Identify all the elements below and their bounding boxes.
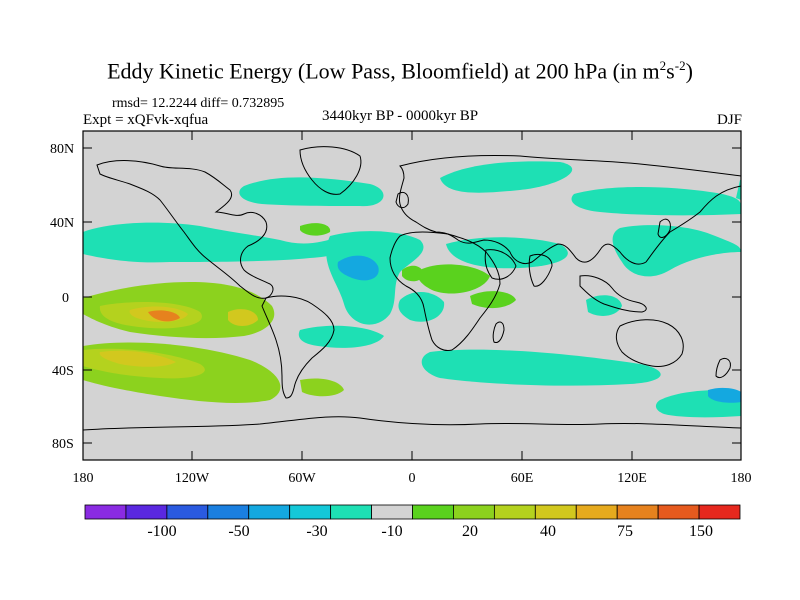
colorbar-box	[207, 504, 250, 520]
lon-axis: 180 120W 60W 0 60E 120E 180	[73, 131, 752, 486]
colorbar-box	[453, 504, 495, 520]
colorbar-label: 40	[540, 523, 556, 540]
lat-label: 80N	[50, 142, 74, 157]
anomaly-region	[326, 231, 424, 325]
period-label: 3440kyr BP - 0000kyr BP	[321, 108, 479, 124]
stats-label: rmsd= 12.2244 diff= 0.732895	[112, 96, 285, 111]
colorbar-box	[125, 504, 168, 520]
anomaly-region	[421, 349, 661, 386]
lat-label: 40N	[50, 216, 74, 231]
anomaly-fields	[83, 161, 741, 418]
anomaly-region	[571, 187, 741, 216]
colorbar-box	[412, 504, 454, 520]
colorbar-label: -30	[306, 523, 327, 540]
anomaly-region	[148, 310, 180, 322]
colorbar-label: 20	[462, 523, 478, 540]
anomaly-region	[398, 291, 445, 322]
anomaly-region	[228, 309, 258, 326]
lon-label: 180	[73, 471, 94, 486]
anomaly-region	[612, 225, 741, 277]
colorbar-box	[575, 504, 618, 520]
anomaly-region	[239, 177, 384, 207]
anomaly-region	[402, 265, 424, 282]
map-title: Eddy Kinetic Energy (Low Pass, Bloomfiel…	[107, 58, 693, 84]
lat-axis: 80N 40N 0 40S 80S	[50, 142, 741, 452]
anomaly-region	[736, 180, 741, 200]
colorbar-label: -10	[381, 523, 402, 540]
lon-label: 180	[731, 471, 752, 486]
colorbar-box	[371, 504, 413, 520]
lon-label: 120W	[175, 471, 210, 486]
lon-label: 120E	[617, 471, 647, 486]
colorbar-box	[84, 504, 127, 520]
anomaly-region	[417, 264, 490, 294]
lat-label: 80S	[52, 437, 74, 452]
colorbar-box	[657, 504, 700, 520]
anomaly-region	[586, 295, 622, 316]
colorbar-box	[330, 504, 372, 520]
colorbar-box	[534, 504, 577, 520]
colorbar-box	[616, 504, 659, 520]
anomaly-region	[298, 325, 384, 348]
colorbar-box	[698, 504, 741, 520]
colorbar-label: -100	[147, 523, 176, 540]
anomaly-region	[99, 350, 176, 367]
anomaly-region	[300, 223, 331, 236]
anomaly-region	[300, 378, 344, 397]
lon-label: 60E	[511, 471, 534, 486]
anomaly-region	[337, 255, 379, 281]
coastlines	[83, 146, 741, 431]
colorbar-label: 75	[617, 523, 633, 540]
colorbar-label: 150	[689, 523, 713, 540]
colorbar-box	[493, 504, 536, 520]
anomaly-region	[440, 161, 573, 193]
anomaly-region	[83, 222, 361, 263]
lat-label: 40S	[52, 364, 74, 379]
colorbar-box	[248, 504, 291, 520]
season-label: DJF	[716, 112, 742, 128]
anomaly-region	[708, 387, 741, 403]
colorbar-labels: -100 -50 -30 -10 20 40 75 150	[147, 523, 713, 540]
colorbar	[84, 504, 741, 520]
colorbar-label: -50	[228, 523, 249, 540]
colorbar-box	[289, 504, 332, 520]
lon-label: 0	[409, 471, 416, 486]
experiment-label: Expt = xQFvk-xqfua	[83, 112, 209, 128]
colorbar-box	[166, 504, 209, 520]
lat-label: 0	[62, 291, 69, 306]
lon-label: 60W	[288, 471, 316, 486]
